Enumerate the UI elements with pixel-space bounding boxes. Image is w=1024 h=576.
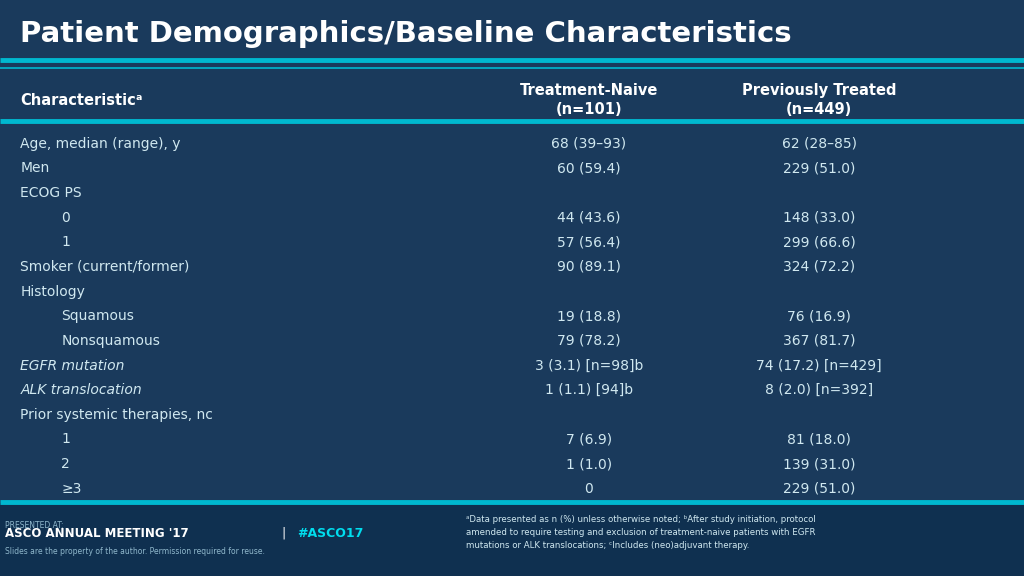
Text: #ASCO17: #ASCO17 xyxy=(297,527,364,540)
Text: 7 (6.9): 7 (6.9) xyxy=(565,433,612,446)
Bar xyxy=(0,503,1024,576)
Text: 324 (72.2): 324 (72.2) xyxy=(783,260,855,274)
Text: Men: Men xyxy=(20,161,50,175)
Text: 81 (18.0): 81 (18.0) xyxy=(787,433,851,446)
Text: ≥3: ≥3 xyxy=(61,482,82,496)
Text: 139 (31.0): 139 (31.0) xyxy=(783,457,855,471)
Text: Smoker (current/former): Smoker (current/former) xyxy=(20,260,189,274)
Text: 1: 1 xyxy=(61,433,71,446)
Text: 19 (18.8): 19 (18.8) xyxy=(557,309,621,323)
Text: 1 (1.1) [94]b: 1 (1.1) [94]b xyxy=(545,383,633,397)
Text: 0: 0 xyxy=(61,211,71,225)
Text: 229 (51.0): 229 (51.0) xyxy=(783,482,855,496)
Text: ᵃData presented as n (%) unless otherwise noted; ᵇAfter study initiation, protoc: ᵃData presented as n (%) unless otherwis… xyxy=(466,515,816,551)
Text: (n=449): (n=449) xyxy=(786,102,852,117)
Text: 79 (78.2): 79 (78.2) xyxy=(557,334,621,348)
Text: 62 (28–85): 62 (28–85) xyxy=(781,137,857,151)
Text: ASCO ANNUAL MEETING '17: ASCO ANNUAL MEETING '17 xyxy=(5,527,188,540)
Text: 299 (66.6): 299 (66.6) xyxy=(782,235,856,249)
Text: 74 (17.2) [n=429]: 74 (17.2) [n=429] xyxy=(757,358,882,373)
Text: 2: 2 xyxy=(61,457,71,471)
Text: ECOG PS: ECOG PS xyxy=(20,186,82,200)
Text: 229 (51.0): 229 (51.0) xyxy=(783,161,855,175)
Text: (n=101): (n=101) xyxy=(555,102,623,117)
Text: ALK translocation: ALK translocation xyxy=(20,383,142,397)
Text: 44 (43.6): 44 (43.6) xyxy=(557,211,621,225)
Text: Patient Demographics/Baseline Characteristics: Patient Demographics/Baseline Characteri… xyxy=(20,20,793,48)
Text: 60 (59.4): 60 (59.4) xyxy=(557,161,621,175)
Text: Prior systemic therapies, nc: Prior systemic therapies, nc xyxy=(20,408,213,422)
Text: |: | xyxy=(282,527,286,540)
Text: Characteristicᵃ: Characteristicᵃ xyxy=(20,93,143,108)
Text: Previously Treated: Previously Treated xyxy=(742,83,896,98)
Text: PRESENTED AT:: PRESENTED AT: xyxy=(5,521,63,530)
Text: 1: 1 xyxy=(61,235,71,249)
Text: 0: 0 xyxy=(585,482,593,496)
Text: 148 (33.0): 148 (33.0) xyxy=(783,211,855,225)
Text: Treatment-Naive: Treatment-Naive xyxy=(519,83,658,98)
Text: 76 (16.9): 76 (16.9) xyxy=(787,309,851,323)
Text: Slides are the property of the author. Permission required for reuse.: Slides are the property of the author. P… xyxy=(5,547,265,556)
Text: 1 (1.0): 1 (1.0) xyxy=(565,457,612,471)
Text: 90 (89.1): 90 (89.1) xyxy=(557,260,621,274)
Text: 68 (39–93): 68 (39–93) xyxy=(551,137,627,151)
Text: 367 (81.7): 367 (81.7) xyxy=(783,334,855,348)
Text: Age, median (range), y: Age, median (range), y xyxy=(20,137,181,151)
Text: 8 (2.0) [n=392]: 8 (2.0) [n=392] xyxy=(765,383,873,397)
Text: 57 (56.4): 57 (56.4) xyxy=(557,235,621,249)
Text: Histology: Histology xyxy=(20,285,85,298)
Text: EGFR mutation: EGFR mutation xyxy=(20,358,125,373)
Text: Nonsquamous: Nonsquamous xyxy=(61,334,161,348)
Text: 3 (3.1) [n=98]b: 3 (3.1) [n=98]b xyxy=(535,358,643,373)
Text: Squamous: Squamous xyxy=(61,309,134,323)
